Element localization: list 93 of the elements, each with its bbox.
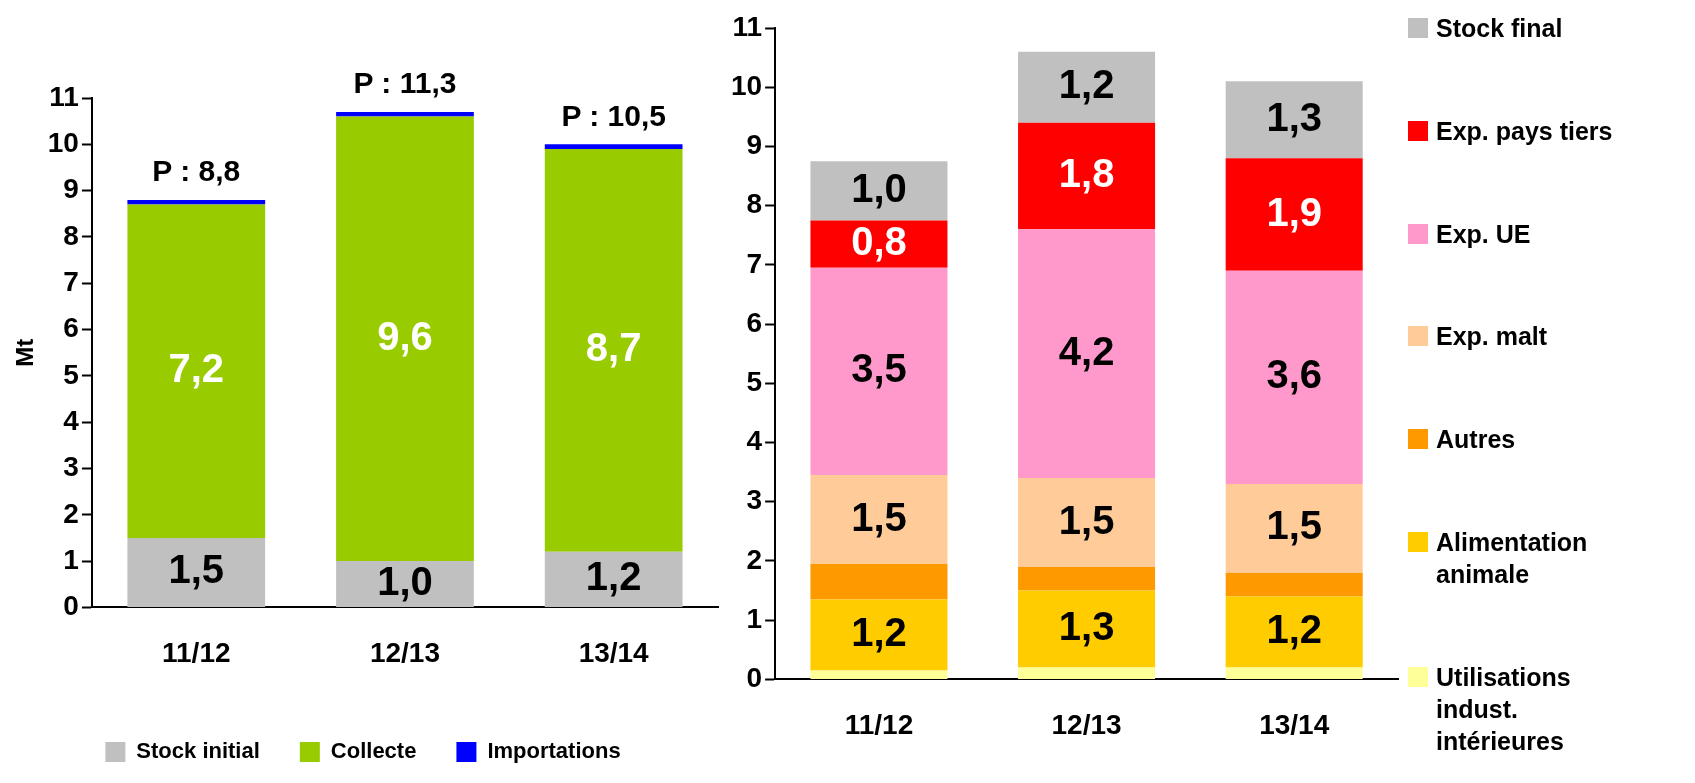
bar: [1018, 590, 1156, 668]
data-label: 4,2: [1058, 328, 1115, 373]
bar: [336, 116, 474, 562]
y-tick-label: 10: [730, 69, 763, 101]
y-tick-label: 6: [63, 312, 79, 344]
x-tick-label: 13/14: [1259, 708, 1330, 740]
data-label: 1,5: [851, 494, 907, 539]
bar: [1225, 667, 1363, 679]
bar: [336, 111, 474, 117]
y-tick-label: 11: [732, 10, 763, 42]
data-label: 8,7: [585, 325, 642, 370]
data-label: 1,2: [1058, 62, 1115, 107]
data-label: 1,0: [851, 165, 907, 210]
bar: [810, 475, 948, 564]
data-label: 1,3: [1266, 94, 1322, 139]
legend-label: Exp. pays tiers: [1436, 115, 1613, 147]
legend-label: Exp. UE: [1436, 218, 1531, 250]
data-label: 1,9: [1266, 189, 1322, 234]
data-label: 3,5: [851, 346, 907, 391]
legend-label: Stock initial: [136, 738, 260, 764]
x-tick-label: 11/12: [844, 708, 914, 740]
bar: [810, 670, 948, 679]
x-tick-label: 11/12: [162, 636, 231, 668]
x-tick-label: 12/13: [369, 636, 441, 668]
bar: [127, 204, 266, 538]
y-tick-label: 0: [63, 590, 79, 622]
y-tick-label: 0: [746, 662, 763, 694]
bar: [810, 267, 948, 476]
data-label: 1,5: [1058, 497, 1115, 542]
y-tick-label: 5: [746, 366, 763, 398]
bar: [1225, 572, 1363, 597]
annotation: P : 8,8: [152, 154, 241, 188]
y-tick-label: 2: [746, 543, 763, 575]
y-tick-label: 1: [63, 543, 79, 575]
data-label: 1,5: [1266, 503, 1322, 548]
x-tick-label: 13/14: [578, 636, 650, 668]
data-label: 7,2: [168, 346, 225, 391]
data-label: 3,6: [1266, 352, 1322, 397]
data-label: 1,8: [1058, 151, 1115, 196]
y-tick-label: 11: [49, 80, 79, 112]
data-label: 1,2: [585, 554, 642, 599]
bar: [810, 563, 948, 600]
bar: [1018, 478, 1156, 567]
legend-label: Exp. malt: [1436, 321, 1548, 353]
y-tick-label: 1: [746, 602, 763, 634]
legend-label: Collecte: [330, 738, 417, 764]
y-tick-label: 3: [63, 451, 79, 483]
bar: [1018, 122, 1156, 230]
y-tick-label: 8: [63, 219, 79, 251]
y-tick-label: 3: [746, 484, 763, 516]
y-tick-label: 4: [63, 404, 80, 436]
bar: [544, 144, 683, 149]
data-label: 1,0: [377, 559, 433, 604]
data-label: 1,5: [168, 547, 225, 592]
legend-label: Alimentation animale: [1436, 527, 1589, 591]
bar: [544, 551, 683, 607]
bar: [127, 199, 266, 205]
y-tick-label: 7: [746, 247, 763, 279]
x-tick-label: 12/13: [1051, 708, 1122, 740]
bar: [127, 537, 266, 607]
data-label: 1,3: [1058, 604, 1115, 649]
bar: [1225, 81, 1363, 159]
y-tick-label: 4: [746, 425, 763, 457]
bar: [1225, 596, 1363, 668]
y-tick-label: 2: [63, 497, 79, 529]
y-tick-label: 9: [746, 129, 763, 161]
y-tick-label: 6: [746, 306, 763, 338]
y-tick-label: 10: [47, 127, 79, 159]
legend-label: Stock final: [1436, 13, 1563, 44]
bar: [1225, 483, 1363, 573]
bar: [1225, 158, 1363, 271]
legend-label: Importations: [487, 738, 621, 764]
data-label: 0,8: [851, 219, 907, 264]
bar: [1018, 566, 1156, 591]
legend-label: Utilisations indust. intérieures: [1436, 661, 1572, 757]
data-label: 9,6: [377, 313, 433, 358]
bar: [544, 148, 683, 552]
y-axis-title: Mt: [11, 338, 39, 367]
bar: [810, 161, 948, 221]
y-tick-label: 8: [746, 188, 763, 220]
data-label: 1,2: [1266, 607, 1322, 652]
bar: [1225, 270, 1363, 484]
data-label: 1,2: [851, 610, 907, 655]
bar: [1018, 667, 1156, 679]
y-tick-label: 5: [63, 358, 79, 390]
annotation: P : 10,5: [561, 98, 666, 132]
bar: [810, 599, 948, 671]
bar: [1018, 229, 1156, 479]
bar: [1018, 51, 1156, 123]
y-tick-label: 9: [63, 173, 79, 205]
legend-label: Autres: [1436, 424, 1516, 456]
annotation: P : 11,3: [353, 66, 457, 100]
y-tick-label: 7: [63, 265, 79, 297]
